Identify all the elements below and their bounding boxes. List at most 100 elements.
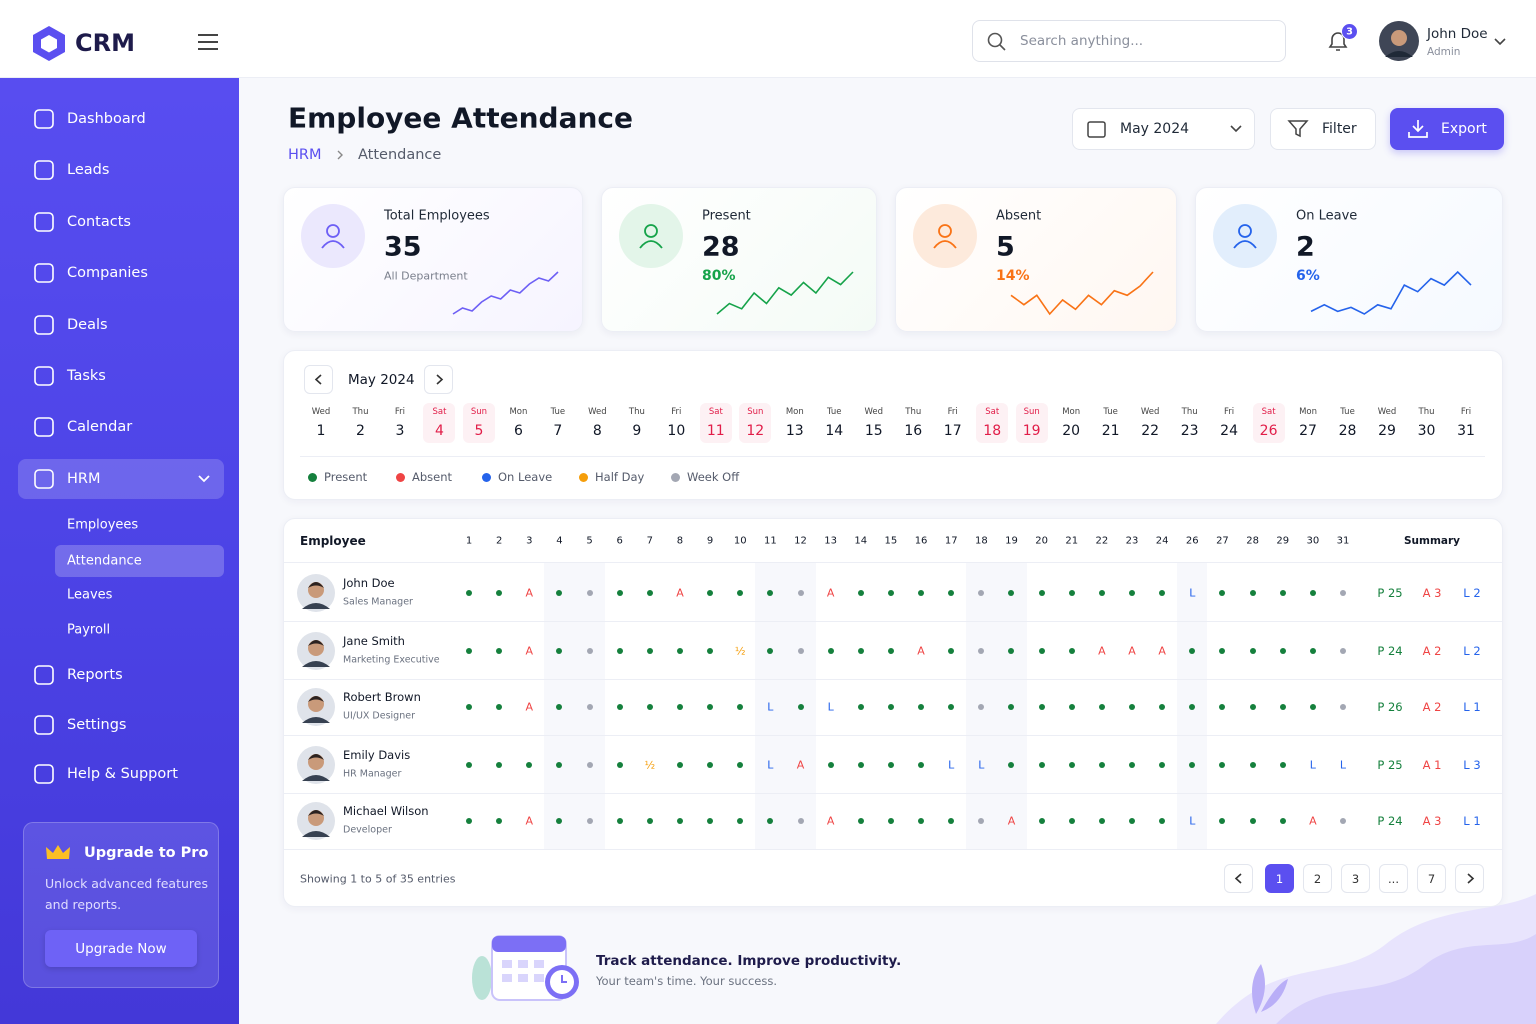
calendar-day[interactable]: 6 (513, 423, 523, 439)
nav-item[interactable]: HRM (67, 470, 101, 487)
attendance-dot (556, 590, 563, 596)
calendar-day[interactable]: 29 (1378, 423, 1396, 439)
search-box[interactable] (972, 20, 1286, 62)
calendar-day[interactable]: 2 (356, 423, 365, 439)
pagination-page[interactable] (1379, 864, 1408, 893)
avatar-body (1385, 51, 1413, 57)
calendar-day[interactable]: 15 (864, 423, 883, 439)
pagination-label[interactable]: 7 (1427, 871, 1436, 886)
calendar-nav-button[interactable] (304, 365, 333, 394)
nav-item[interactable]: Companies (67, 265, 148, 282)
nav-item[interactable]: Contacts (67, 213, 131, 230)
calendar-day[interactable]: 31 (1457, 423, 1475, 439)
menu-toggle[interactable] (197, 33, 219, 51)
calendar-day[interactable]: 17 (943, 423, 962, 439)
avatar-hair (308, 754, 324, 760)
day-column-header: 14 (854, 535, 868, 547)
pagination-label[interactable]: 1 (1275, 871, 1284, 886)
search-handle (999, 44, 1006, 51)
decor-wave (1216, 894, 1536, 1024)
calendar-day[interactable]: 8 (592, 423, 602, 439)
pagination-label[interactable]: 2 (1313, 871, 1322, 886)
subnav-item[interactable]: Attendance (67, 553, 142, 569)
calendar-day[interactable]: 11 (706, 423, 725, 439)
pagination-page[interactable] (1341, 864, 1370, 893)
day-column-header: 31 (1336, 535, 1350, 547)
stat-icon-body (933, 240, 957, 249)
nav-icon-shape (34, 211, 54, 232)
chevron (314, 374, 322, 385)
nav-item[interactable]: Settings (67, 716, 127, 733)
calendar-day[interactable]: 5 (474, 423, 484, 439)
pagination-prev[interactable] (1224, 864, 1253, 893)
attendance-dot (496, 590, 503, 596)
nav-item[interactable]: Tasks (67, 368, 106, 384)
attendance-dot (707, 590, 714, 596)
calendar-day[interactable]: 27 (1299, 423, 1317, 439)
calendar-day[interactable]: 21 (1101, 423, 1120, 439)
calendar-day[interactable]: 26 (1259, 423, 1278, 439)
filter-button-label[interactable]: Filter (1322, 121, 1357, 137)
calendar-nav-button[interactable] (424, 365, 453, 394)
nav-item[interactable]: Dashboard (67, 111, 146, 127)
calendar-day[interactable]: 7 (553, 423, 563, 439)
attendance-dot (1249, 648, 1256, 654)
calendar-dow: Sun (747, 407, 764, 417)
pagination-next[interactable] (1455, 864, 1484, 893)
attendance-dot (466, 648, 472, 654)
calendar-day[interactable]: 14 (825, 423, 844, 439)
month-select[interactable] (1072, 108, 1255, 150)
employee-name: Robert Brown (343, 690, 421, 704)
subnav-item[interactable]: Employees (67, 517, 139, 533)
calendar-dow: Fri (671, 407, 682, 417)
nav-item[interactable]: Help & Support (67, 766, 178, 783)
export-button-label[interactable]: Export (1441, 121, 1487, 137)
nav-item[interactable]: Leads (67, 162, 110, 179)
month-select-label[interactable]: May 2024 (1120, 121, 1190, 137)
calendar-day[interactable]: 13 (785, 423, 804, 439)
pagination-page[interactable] (1265, 864, 1294, 893)
attendance-dot (1279, 762, 1286, 768)
stat-icon (1233, 224, 1257, 249)
attendance-dot (887, 818, 894, 824)
calendar-day[interactable]: 30 (1417, 423, 1436, 439)
upgrade-button-label[interactable]: Upgrade Now (75, 941, 167, 957)
filter-button[interactable] (1270, 108, 1376, 150)
pagination-label[interactable]: ... (1388, 871, 1399, 886)
nav-item[interactable]: Deals (67, 316, 108, 333)
calendar-day[interactable]: 23 (1180, 423, 1199, 439)
day-column-header: 18 (974, 535, 988, 547)
calendar-day[interactable]: 18 (983, 423, 1002, 439)
calendar-day[interactable]: 16 (904, 423, 923, 439)
calendar-dow: Thu (905, 407, 922, 417)
upgrade-button[interactable] (45, 930, 197, 967)
pagination-label[interactable]: 3 (1351, 871, 1360, 886)
calendar-day[interactable]: 4 (434, 423, 444, 439)
calendar-day[interactable]: 10 (667, 423, 686, 439)
attendance-dot (1098, 704, 1105, 710)
sparkline-line (1010, 271, 1154, 316)
calendar-day[interactable]: 22 (1141, 423, 1160, 439)
nav-item[interactable]: Reports (67, 667, 123, 684)
chevron (436, 374, 444, 385)
calendar-day[interactable]: 12 (746, 423, 765, 439)
calendar-day[interactable]: 9 (632, 423, 642, 439)
subnav-item[interactable]: Leaves (67, 587, 113, 603)
pagination-page[interactable] (1417, 864, 1446, 893)
calendar-day[interactable]: 20 (1062, 423, 1081, 439)
subnav-item[interactable]: Payroll (67, 622, 111, 638)
avatar-body (302, 717, 330, 723)
calendar-day[interactable]: 3 (395, 423, 405, 439)
calendar-day[interactable]: 28 (1338, 423, 1357, 439)
calendar-day[interactable]: 24 (1220, 423, 1239, 439)
attendance-dot (1129, 704, 1136, 710)
nav-item[interactable]: Calendar (67, 419, 133, 436)
breadcrumb-item[interactable]: HRM (288, 147, 322, 163)
pagination-page[interactable] (1303, 864, 1332, 893)
table-header: Employee (300, 534, 366, 548)
calendar-day[interactable]: 1 (316, 423, 326, 439)
export-button[interactable] (1390, 108, 1504, 150)
attendance-dot (1098, 590, 1105, 596)
calendar-day[interactable]: 19 (1022, 423, 1041, 439)
stat-icon-body (1233, 240, 1257, 249)
